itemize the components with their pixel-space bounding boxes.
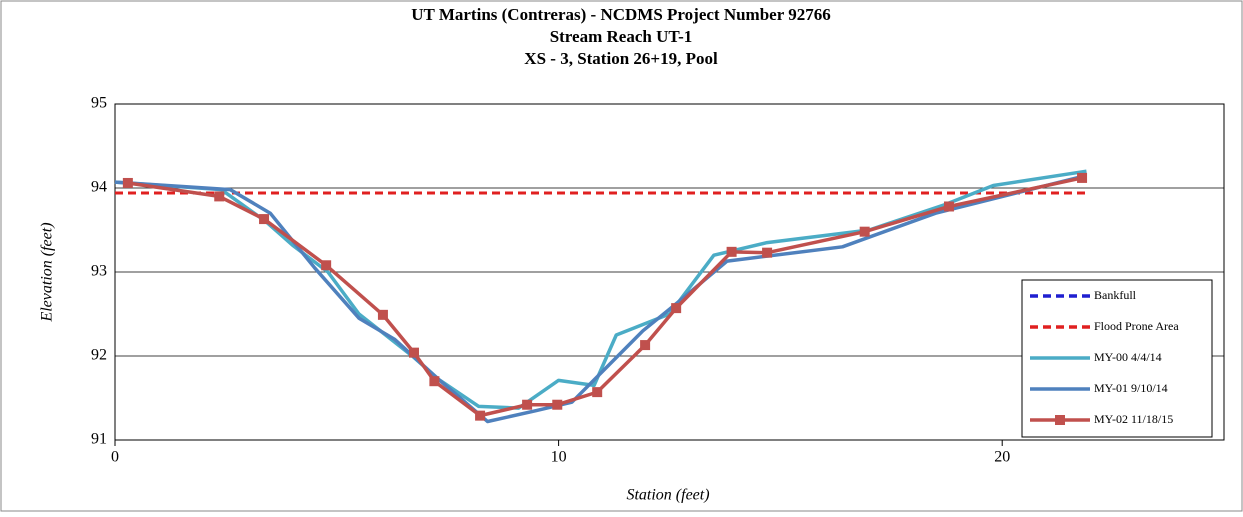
chart-subtitle: Stream Reach UT-1: [550, 27, 693, 46]
y-tick-label: 93: [91, 263, 107, 280]
y-tick-label: 94: [91, 179, 107, 196]
y-tick-label: 92: [91, 347, 107, 364]
x-tick-label: 20: [994, 449, 1010, 466]
legend-label: Flood Prone Area: [1094, 319, 1179, 333]
point-marker: [475, 410, 486, 421]
point-marker: [377, 309, 388, 320]
point-marker: [671, 303, 682, 314]
y-tick-label: 95: [91, 95, 107, 112]
point-marker: [552, 399, 563, 410]
point-marker: [122, 177, 133, 188]
y-tick-label: 91: [91, 431, 107, 448]
x-tick-label: 0: [111, 449, 119, 466]
legend-label: MY-01 9/10/14: [1094, 381, 1168, 395]
y-axis-label: Elevation (feet): [39, 222, 56, 322]
point-marker: [1077, 172, 1088, 183]
point-marker: [726, 246, 737, 257]
point-marker: [762, 247, 773, 258]
point-marker: [522, 399, 533, 410]
legend-label: MY-02 11/18/15: [1094, 412, 1173, 426]
point-marker: [859, 226, 870, 237]
legend-label: MY-00 4/4/14: [1094, 350, 1162, 364]
x-axis-label: Station (feet): [626, 487, 709, 504]
point-marker: [640, 340, 651, 351]
series-line: [127, 176, 1083, 418]
point-marker: [321, 260, 332, 271]
point-marker: [429, 376, 440, 387]
legend-label: Bankfull: [1094, 288, 1137, 302]
point-marker: [259, 214, 270, 225]
point-marker: [408, 347, 419, 358]
chart-title: UT Martins (Contreras) - NCDMS Project N…: [411, 5, 830, 24]
x-tick-label: 10: [551, 449, 567, 466]
point-marker: [592, 387, 603, 398]
legend-marker: [1055, 415, 1065, 425]
point-marker: [214, 191, 225, 202]
chart-subtitle: XS - 3, Station 26+19, Pool: [524, 49, 718, 68]
point-marker: [943, 201, 954, 212]
